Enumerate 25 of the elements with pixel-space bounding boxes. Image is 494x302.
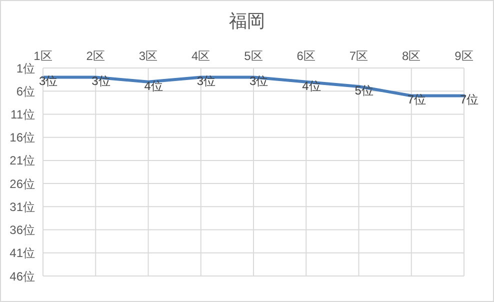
data-label: 7位 xyxy=(460,92,479,107)
data-label: 4位 xyxy=(144,78,163,93)
x-tick-label: 9区 xyxy=(454,49,474,63)
x-tick-label: 3区 xyxy=(138,49,158,63)
x-tick-label: 7区 xyxy=(349,49,368,63)
y-tick-label: 41位 xyxy=(10,246,35,260)
y-tick-label: 36位 xyxy=(10,223,35,238)
y-tick-label: 6位 xyxy=(16,84,35,98)
y-tick-label: 16位 xyxy=(10,130,35,145)
x-tick-label: 6区 xyxy=(296,49,316,63)
data-label: 3位 xyxy=(39,74,58,88)
x-tick-label: 1区 xyxy=(34,49,52,63)
y-tick-label: 46位 xyxy=(10,269,35,284)
x-tick-label: 8区 xyxy=(402,49,421,63)
x-tick-label: 2区 xyxy=(86,49,105,63)
chart-title: 福岡 xyxy=(228,10,266,33)
data-label: 7位 xyxy=(407,92,426,107)
data-label: 3位 xyxy=(196,74,216,88)
x-tick-label: 5区 xyxy=(244,49,263,63)
y-tick-label: 11位 xyxy=(10,107,35,122)
y-tick-label: 21位 xyxy=(10,154,35,168)
y-tick-label: 31位 xyxy=(10,200,35,214)
y-tick-label: 26位 xyxy=(10,176,35,191)
x-tick-label: 4区 xyxy=(192,49,210,63)
y-tick-label: 1位 xyxy=(16,61,35,76)
